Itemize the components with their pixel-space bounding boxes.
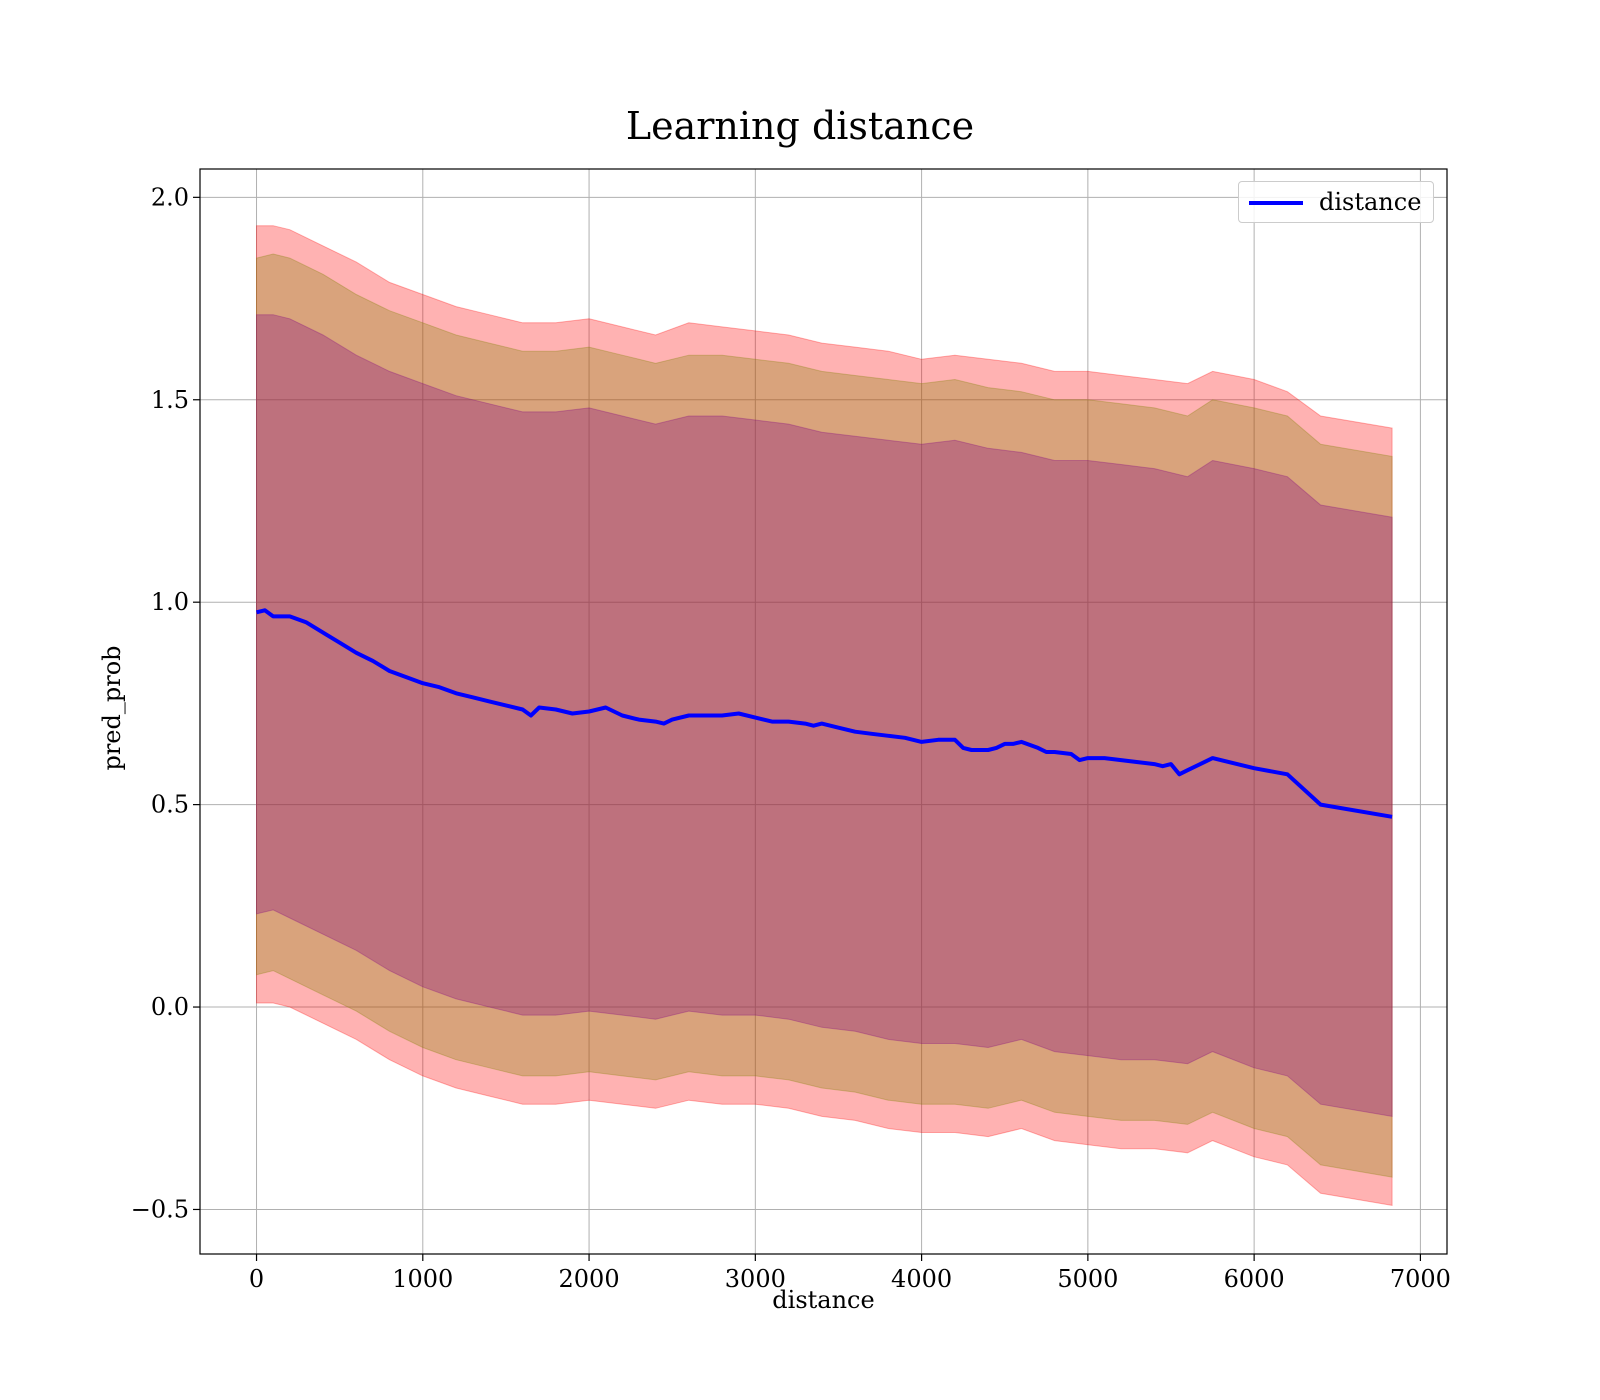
band-0 <box>256 225 1393 1206</box>
band-1 <box>256 253 1393 1178</box>
y-tick-label: 0.0 <box>151 993 189 1021</box>
chart-title: Learning distance <box>625 104 975 148</box>
x-tick-label: 3000 <box>725 1265 786 1293</box>
band-2 <box>256 314 1393 1117</box>
series-line-distance <box>256 608 1393 819</box>
y-tick-label: 0.5 <box>151 791 189 819</box>
legend: distance <box>1238 181 1434 223</box>
plot-frame <box>199 168 1448 1255</box>
x-tick-label: 1000 <box>392 1265 453 1293</box>
y-tick-label: 1.0 <box>151 588 189 616</box>
y-tick-label: −0.5 <box>131 1195 189 1223</box>
x-tick-label: 0 <box>249 1265 264 1293</box>
x-tick-label: 5000 <box>1057 1265 1118 1293</box>
x-tick-label: 4000 <box>891 1265 952 1293</box>
x-tick-label: 2000 <box>559 1265 620 1293</box>
x-axis-label: distance <box>772 1286 875 1314</box>
y-tick-label: 1.5 <box>151 386 189 414</box>
legend-label-distance: distance <box>1319 188 1422 216</box>
x-tick-label: 6000 <box>1224 1265 1285 1293</box>
band-layer <box>256 225 1393 1206</box>
y-axis-label: pred_prob <box>98 645 126 771</box>
x-tick-label: 7000 <box>1390 1265 1451 1293</box>
y-tick-label: 2.0 <box>151 183 189 211</box>
legend-swatch-distance <box>1249 201 1303 205</box>
line-layer <box>256 608 1393 819</box>
tick-layer: 0 1000 2000 3000 4000 5000 6000 7000 −0.5 0.0 0.5 1… <box>131 183 1451 1293</box>
